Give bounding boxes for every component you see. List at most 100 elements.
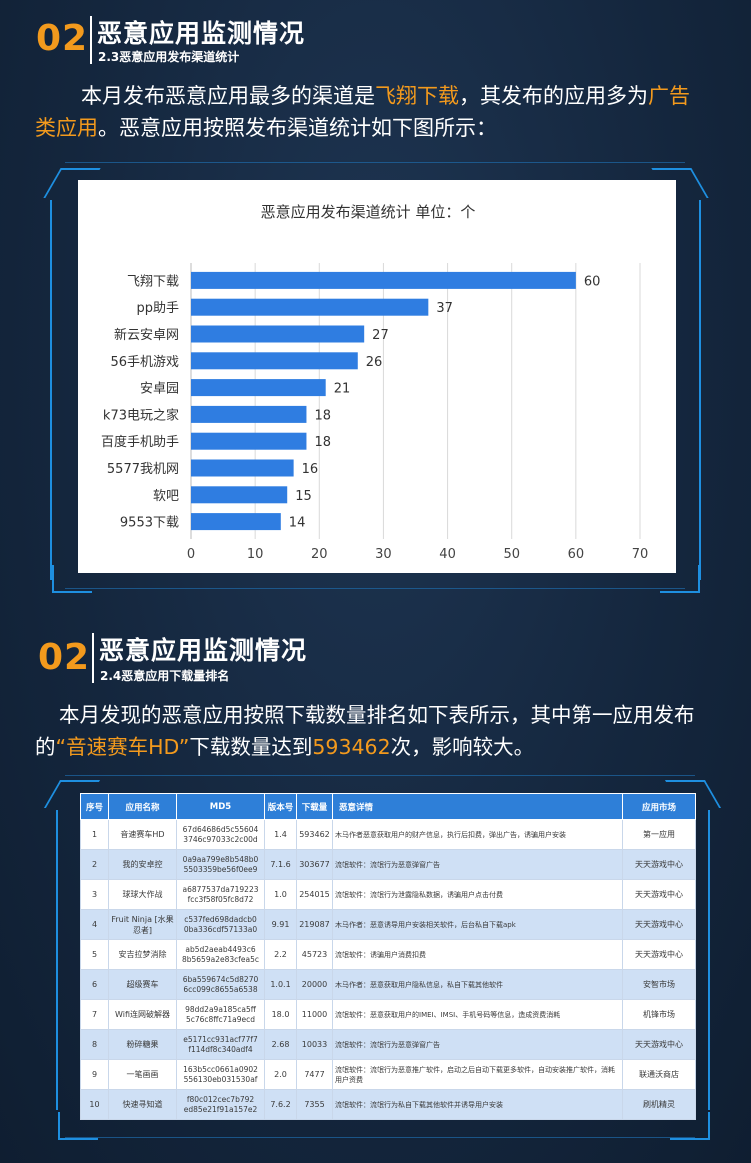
bar [191, 459, 294, 477]
table-row: 5 安吉拉梦消除 ab5d2aeab4493c6 8b5659a2e83cfea5c… [80, 939, 696, 970]
cell-name: 快速寻知道 [108, 1089, 177, 1120]
value-label: 15 [295, 489, 312, 504]
header-divider [90, 16, 92, 64]
cell-md5: f80c012cec7b792 ed85e21f91a157e2 [176, 1089, 265, 1120]
table-row: 10 快速寻知道 f80c012cec7b792 ed85e21f91a157e2 7… [80, 1089, 696, 1120]
value-label: 18 [314, 408, 331, 423]
cell-desc: 木马作者恶意获取用户的财产信息，执行后扣费，弹出广告，诱骗用户安装 [332, 819, 623, 850]
value-label: 37 [436, 301, 453, 316]
bar [191, 405, 307, 423]
cell-md5: ab5d2aeab4493c6 8b5659a2e83cfea5c [176, 939, 265, 970]
highlight-type: 广告 [648, 84, 690, 108]
cell-market: 天天游戏中心 [622, 1029, 696, 1060]
cell-no: 8 [80, 1029, 109, 1060]
para-text: 次，影响较大。 [390, 735, 535, 759]
cell-desc: 流氓软件：流氓行为泄露隐私数据，诱骗用户点击付费 [332, 879, 623, 910]
value-label: 21 [334, 382, 351, 397]
section-title: 恶意应用监测情况 [99, 636, 308, 665]
cell-md5: a6877537da719223 fcc3f58f05fc8d72 [176, 879, 265, 910]
bar [191, 271, 576, 289]
cell-no: 6 [80, 969, 109, 1000]
cell-desc: 流氓软件：诱骗用户消费扣费 [332, 939, 623, 970]
category-label: k73电玩之家 [103, 407, 179, 423]
x-tick-label: 20 [311, 547, 328, 562]
cell-ver: 7.6.2 [264, 1089, 297, 1120]
section-title: 恶意应用监测情况 [97, 19, 306, 48]
cell-md5: e5171cc931acf77f7 f114df8c340adf4 [176, 1029, 265, 1060]
cell-name: 超级赛车 [108, 969, 177, 1000]
cell-no: 1 [80, 819, 109, 850]
bar [191, 352, 358, 370]
cell-dl: 593462 [296, 819, 333, 850]
col-header: 下载量 [296, 793, 333, 820]
highlight-channel: 飞翔下载 [375, 84, 459, 108]
cell-market: 天天游戏中心 [622, 939, 696, 970]
header-divider [92, 633, 94, 683]
cell-dl: 10033 [296, 1029, 333, 1060]
cell-dl: 219087 [296, 909, 333, 940]
cell-dl: 7477 [296, 1059, 333, 1090]
cell-md5: 98dd2a9a185ca5ff 5c76c8ffc71a9ecd [176, 999, 265, 1030]
bar [191, 432, 307, 450]
chart-svg: 恶意应用发布渠道统计 单位：个 0 10 20 30 40 50 60 70 飞翔下载 60 pp… [101, 203, 649, 562]
section-subtitle: 2.4恶意应用下载量排名 [100, 669, 230, 683]
cell-no: 2 [80, 849, 109, 880]
para-text: ，其发布的应用多为 [459, 84, 648, 108]
cell-desc: 木马作者：恶意诱导用户安装相关软件，后台私自下载apk [332, 909, 623, 940]
category-label: pp助手 [136, 301, 179, 316]
cell-desc: 流氓软件：流氓行为私自下载其他软件并诱导用户安装 [332, 1089, 623, 1120]
cell-dl: 7355 [296, 1089, 333, 1120]
cell-md5: 6ba559674c5d8270 6cc099c8655a6538 [176, 969, 265, 1000]
cell-market: 天天游戏中心 [622, 909, 696, 940]
cell-name: 音速赛车HD [108, 819, 177, 850]
col-header: 版本号 [264, 793, 297, 820]
download-ranking-table: 序号 应用名称 MD5 版本号 下载量 恶意详情 应用市场 1 音速赛车HD 67d… [80, 793, 696, 1120]
cell-ver: 2.68 [264, 1029, 297, 1060]
cell-name: 我的安卓控 [108, 849, 177, 880]
cell-market: 天天游戏中心 [622, 879, 696, 910]
cell-no: 9 [80, 1059, 109, 1090]
cell-dl: 45723 [296, 939, 333, 970]
value-label: 14 [289, 516, 306, 531]
cell-no: 10 [80, 1089, 109, 1120]
col-header: MD5 [176, 793, 265, 820]
para-text: 的 [35, 735, 56, 759]
cell-market: 机锋市场 [622, 999, 696, 1030]
highlight-count: 593462 [312, 735, 391, 759]
category-label: 9553下载 [120, 516, 179, 531]
col-header: 序号 [80, 793, 109, 820]
cell-dl: 254015 [296, 879, 333, 910]
col-header: 应用市场 [622, 793, 696, 820]
cell-market: 安智市场 [622, 969, 696, 1000]
table-row: 6 超级赛车 6ba559674c5d8270 6cc099c8655a6538 1.… [80, 969, 696, 1000]
para-text: 本月发现的恶意应用按照下载数量排名如下表所示，其中第一应用发布 [59, 703, 695, 727]
cell-market: 刷机精灵 [622, 1089, 696, 1120]
para-text: 本月发布恶意应用最多的渠道是 [81, 84, 375, 108]
highlight-app: “音速赛车HD” [55, 735, 190, 759]
cell-desc: 流氓软件：恶意获取用户的IMEI、IMSI、手机号码等信息，造成资费消耗 [332, 999, 623, 1030]
section-number: 02 [36, 18, 89, 59]
cell-ver: 1.4 [264, 819, 297, 850]
section-subtitle: 2.3恶意应用发布渠道统计 [98, 50, 240, 64]
cell-md5: 0a9aa799e8b548b0 5503359be56f0ee9 [176, 849, 265, 880]
cell-ver: 2.0 [264, 1059, 297, 1090]
cell-desc: 木马作者：恶意获取用户隐私信息，私自下载其他软件 [332, 969, 623, 1000]
category-label: 百度手机助手 [101, 434, 179, 450]
cell-ver: 7.1.6 [264, 849, 297, 880]
category-label: 5577我机网 [107, 462, 179, 477]
intro-paragraph-1: 本月发布恶意应用最多的渠道是飞翔下载，其发布的应用多为广告 类应用。恶意应用按照发… [35, 80, 725, 144]
category-label: 安卓园 [140, 382, 179, 397]
table-row: 2 我的安卓控 0a9aa799e8b548b0 5503359be56f0ee9 7… [80, 849, 696, 880]
x-tick-label: 60 [568, 547, 585, 562]
para-text: 下载数量达到 [189, 735, 313, 759]
cell-name: Fruit Ninja [水果忍者] [108, 909, 177, 940]
cell-market: 第一应用 [622, 819, 696, 850]
bar [191, 298, 429, 316]
cell-ver: 1.0 [264, 879, 297, 910]
intro-paragraph-2: 本月发现的恶意应用按照下载数量排名如下表所示，其中第一应用发布 的“音速赛车HD”… [35, 699, 745, 763]
category-label: 飞翔下载 [127, 274, 179, 289]
x-tick-label: 50 [503, 547, 520, 562]
category-label: 软吧 [153, 489, 179, 504]
value-label: 18 [314, 435, 331, 450]
x-tick-label: 70 [632, 547, 649, 562]
